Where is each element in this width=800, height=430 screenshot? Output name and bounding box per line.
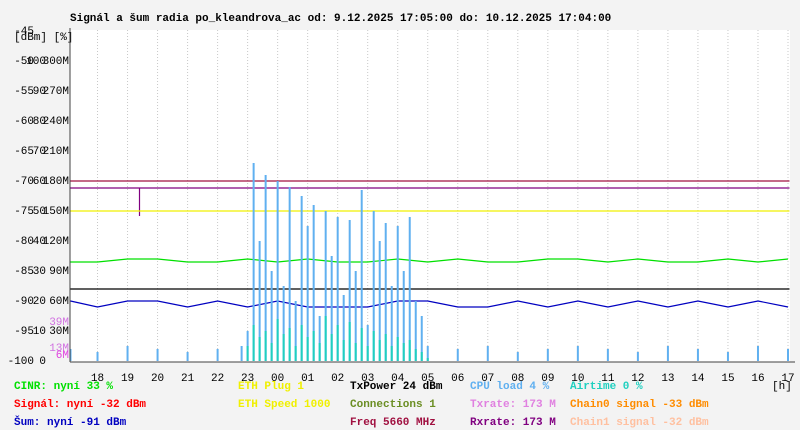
legend-entry: Signál: nyní -32 dBm [14, 399, 146, 411]
legend-entry: CINR: nyní 33 % [14, 381, 113, 393]
x-tick-label: 02 [331, 373, 344, 385]
chart-title: Signál a šum radia po_kleandrova_ac od: … [70, 13, 611, 25]
y3-tick-label: 240M [43, 116, 69, 128]
y3-tick-label: 150M [43, 206, 69, 218]
annotation: 6M [56, 350, 69, 362]
plot-area [70, 30, 790, 362]
annotation: 39M [49, 317, 69, 329]
x-tick-label: 03 [361, 373, 374, 385]
y2-tick-label: 10 [33, 326, 46, 338]
y2-tick-label: 80 [33, 116, 46, 128]
y3-tick-label: 30M [49, 326, 69, 338]
series-line [70, 187, 790, 216]
y-tick-label: -50 [14, 56, 34, 68]
legend-entry: Šum: nyní -91 dBm [14, 415, 127, 429]
y2-tick-label: 20 [33, 296, 46, 308]
y2-tick-label: 70 [33, 146, 46, 158]
x-tick-label: 01 [301, 373, 315, 385]
x-tick-label: 21 [181, 373, 195, 385]
y-tick-label: -85 [14, 266, 34, 278]
y3-tick-label: 210M [43, 146, 69, 158]
y3-tick-label: 60M [49, 296, 69, 308]
y-tick-label: -55 [14, 86, 34, 98]
x-tick-label: 18 [91, 373, 104, 385]
legend-entry: Txrate: 173 M [470, 399, 556, 411]
x-tick-label: 07 [481, 373, 494, 385]
y-units: [dBm] [%] [14, 32, 73, 44]
series-line [70, 300, 789, 308]
x-tick-label: 16 [751, 373, 764, 385]
x-tick-label: 17 [781, 373, 794, 385]
legend-entry: Freq 5660 MHz [350, 417, 436, 429]
x-tick-label: 12 [631, 373, 644, 385]
y-tick-label: -65 [14, 146, 34, 158]
y3-tick-label: 270M [43, 86, 69, 98]
legend-entry: Chain1 signal -32 dBm [570, 417, 709, 429]
x-tick-label: 19 [121, 373, 134, 385]
y3-tick-label: 120M [43, 236, 69, 248]
legend-entry: Airtime 0 % [570, 381, 643, 393]
x-tick-label: 06 [451, 373, 464, 385]
y-tick-label: -90 [14, 296, 34, 308]
y3-tick-label: 90M [49, 266, 69, 278]
x-tick-label: 09 [541, 373, 554, 385]
annotation: 13M [49, 343, 69, 355]
x-tick-label: 05 [421, 373, 434, 385]
y2-tick-label: 30 [33, 266, 46, 278]
y-tick-label: -60 [14, 116, 34, 128]
legend-entry: ETH Speed 1000 [238, 399, 330, 411]
legend-entry: Connections 1 [350, 399, 436, 411]
legend-entry: TxPower 24 dBm [350, 381, 443, 393]
y-tick-label: -80 [14, 236, 34, 248]
x-tick-label: 20 [151, 373, 164, 385]
x-tick-label: 11 [601, 373, 615, 385]
legend-entry: ETH Plug 1 [238, 381, 304, 393]
legend-entry: CPU load 4 % [470, 381, 550, 393]
y3-tick-label: 300M [43, 56, 69, 68]
x-unit: [h] [772, 381, 792, 393]
x-tick-label: 15 [721, 373, 734, 385]
x-tick-label: 22 [211, 373, 224, 385]
y2-tick-label: 50 [33, 206, 46, 218]
y-tick-label: -75 [14, 206, 34, 218]
y3-tick-label: 180M [43, 176, 69, 188]
x-tick-label: 13 [661, 373, 674, 385]
y-tick-label: -70 [14, 176, 34, 188]
legend-entry: Chain0 signal -33 dBm [570, 399, 709, 411]
y2-tick-label: 100 [26, 56, 46, 68]
y2-tick-label: 90 [33, 86, 46, 98]
x-tick-label: 08 [511, 373, 524, 385]
y-tick-label: -100 [8, 356, 34, 368]
x-tick-label: 00 [271, 373, 284, 385]
x-tick-label: 04 [391, 373, 405, 385]
series-line [70, 258, 789, 263]
legend-entry: Rxrate: 173 M [470, 417, 556, 429]
x-tick-label: 14 [691, 373, 705, 385]
y-tick-label: -45 [14, 26, 34, 38]
x-tick-label: 23 [241, 373, 254, 385]
x-tick-label: 10 [571, 373, 584, 385]
y-tick-label: -95 [14, 326, 34, 338]
y2-tick-label: 40 [33, 236, 46, 248]
y2-tick-label: 0 [39, 356, 46, 368]
y2-tick-label: 60 [33, 176, 46, 188]
